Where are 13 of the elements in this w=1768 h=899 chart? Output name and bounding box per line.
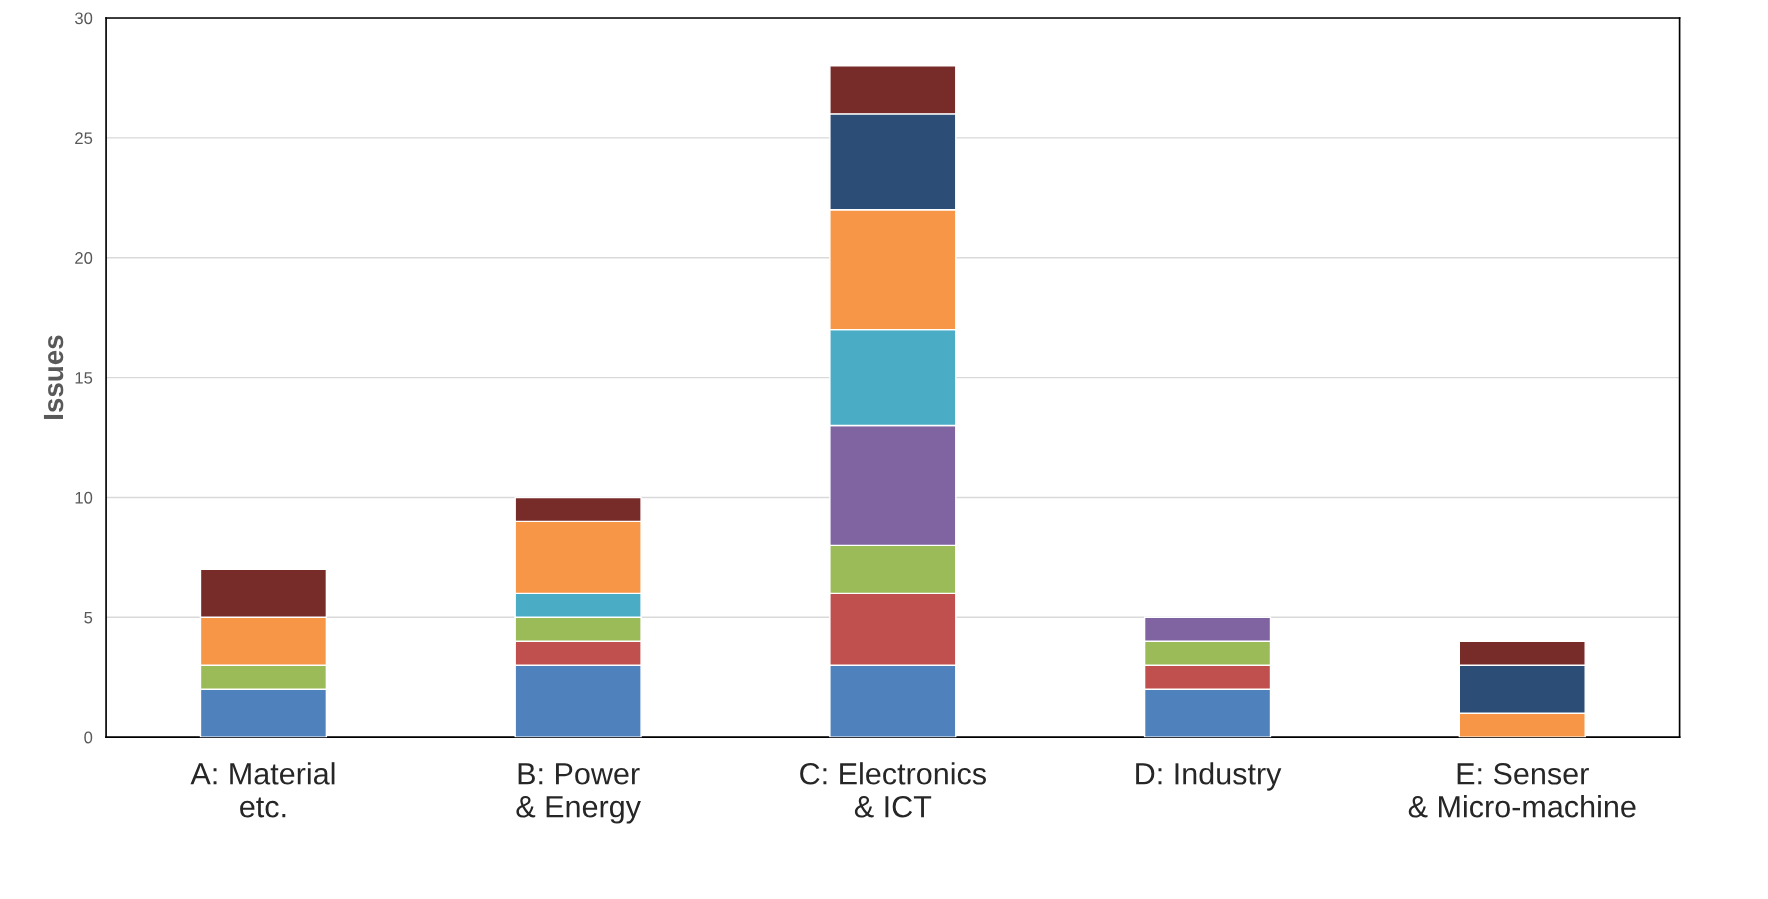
y-tick-label: 15	[75, 372, 93, 384]
x-tick-label: B: Power & Energy	[516, 763, 641, 824]
y-tick-label: 20	[75, 252, 93, 264]
x-tick-label: E: Senser & Micro-machine	[1408, 762, 1636, 818]
y-tick-label: 30	[74, 12, 93, 25]
y-axis-title: Issues	[43, 335, 64, 419]
y-tick-label: 0	[84, 731, 93, 744]
y-tick-label: 10	[75, 491, 93, 504]
x-tick-label: A: Material etc.	[190, 762, 335, 818]
y-tick-label: 25	[75, 132, 93, 145]
y-tick-label: 5	[84, 611, 93, 624]
x-tick-label: D: Industry	[1136, 762, 1282, 791]
x-tick-label: C: Electronics & ICT	[800, 762, 986, 818]
